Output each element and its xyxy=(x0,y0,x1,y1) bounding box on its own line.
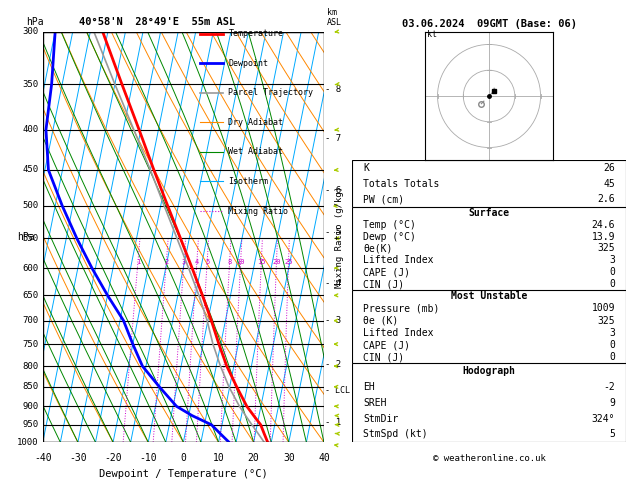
Text: Totals Totals: Totals Totals xyxy=(363,179,440,189)
Text: Dry Adiabat: Dry Adiabat xyxy=(228,118,283,127)
Text: hPa: hPa xyxy=(26,17,43,28)
Text: 3: 3 xyxy=(182,260,186,265)
Text: 950: 950 xyxy=(23,420,38,429)
Text: 750: 750 xyxy=(23,340,38,348)
Text: 325: 325 xyxy=(598,315,615,326)
Text: - 4: - 4 xyxy=(325,279,342,288)
Text: 15: 15 xyxy=(257,260,265,265)
Text: Hodograph: Hodograph xyxy=(462,366,516,376)
Text: -2: -2 xyxy=(603,382,615,392)
Text: -40: -40 xyxy=(34,452,52,463)
Text: Temp (°C): Temp (°C) xyxy=(363,220,416,230)
Text: 10: 10 xyxy=(213,452,225,463)
Text: - 2: - 2 xyxy=(325,360,342,368)
Text: 20: 20 xyxy=(272,260,281,265)
Text: - LCL: - LCL xyxy=(325,386,350,395)
Text: 800: 800 xyxy=(23,362,38,371)
Text: - 5: - 5 xyxy=(325,227,342,237)
Text: 324°: 324° xyxy=(591,414,615,424)
Text: CIN (J): CIN (J) xyxy=(363,352,404,362)
Text: 900: 900 xyxy=(23,402,38,411)
Text: 40: 40 xyxy=(318,452,330,463)
Text: 2: 2 xyxy=(164,260,169,265)
Text: Pressure (mb): Pressure (mb) xyxy=(363,303,440,313)
Text: 350: 350 xyxy=(23,80,38,88)
Text: 26: 26 xyxy=(603,163,615,173)
Text: Parcel Trajectory: Parcel Trajectory xyxy=(228,88,313,97)
Text: © weatheronline.co.uk: © weatheronline.co.uk xyxy=(433,454,545,464)
Text: kt: kt xyxy=(427,30,437,39)
Text: StmDir: StmDir xyxy=(363,414,398,424)
Text: Lifted Index: Lifted Index xyxy=(363,255,433,265)
Text: - 8: - 8 xyxy=(325,86,342,94)
Text: 850: 850 xyxy=(23,382,38,391)
Text: Temperature: Temperature xyxy=(228,29,283,38)
Text: 3: 3 xyxy=(609,255,615,265)
Text: 400: 400 xyxy=(23,125,38,134)
Text: 10: 10 xyxy=(237,260,245,265)
Text: CAPE (J): CAPE (J) xyxy=(363,340,410,350)
Text: PW (cm): PW (cm) xyxy=(363,194,404,204)
Text: hPa: hPa xyxy=(17,232,35,242)
Text: Dewp (°C): Dewp (°C) xyxy=(363,232,416,242)
Text: 0: 0 xyxy=(609,340,615,350)
Text: 24.6: 24.6 xyxy=(591,220,615,230)
Text: 8: 8 xyxy=(228,260,231,265)
Text: 25: 25 xyxy=(284,260,292,265)
Text: 4: 4 xyxy=(195,260,199,265)
Text: 300: 300 xyxy=(23,27,38,36)
Text: - 1: - 1 xyxy=(325,418,342,427)
Text: Mixing Ratio: Mixing Ratio xyxy=(228,207,288,216)
Text: SREH: SREH xyxy=(363,398,387,408)
Text: km
ASL: km ASL xyxy=(326,8,342,28)
Text: - 6: - 6 xyxy=(325,186,342,195)
Text: Isotherm: Isotherm xyxy=(228,177,269,186)
Text: 30: 30 xyxy=(283,452,294,463)
Text: 5: 5 xyxy=(609,429,615,439)
Text: -30: -30 xyxy=(69,452,87,463)
Text: 1: 1 xyxy=(136,260,140,265)
Text: 700: 700 xyxy=(23,316,38,325)
Text: θe(K): θe(K) xyxy=(363,243,392,254)
Text: 0: 0 xyxy=(181,452,186,463)
Text: EH: EH xyxy=(363,382,375,392)
Text: 325: 325 xyxy=(598,243,615,254)
Text: 5: 5 xyxy=(205,260,209,265)
Text: 550: 550 xyxy=(23,234,38,243)
Text: Most Unstable: Most Unstable xyxy=(451,291,527,301)
Text: 13.9: 13.9 xyxy=(591,232,615,242)
Text: Dewpoint / Temperature (°C): Dewpoint / Temperature (°C) xyxy=(99,469,268,479)
Text: 03.06.2024  09GMT (Base: 06): 03.06.2024 09GMT (Base: 06) xyxy=(401,19,577,29)
Text: 650: 650 xyxy=(23,291,38,300)
Text: -20: -20 xyxy=(104,452,122,463)
Text: - 7: - 7 xyxy=(325,135,342,143)
Text: 0: 0 xyxy=(609,352,615,362)
Text: 0: 0 xyxy=(609,279,615,289)
Text: 2.6: 2.6 xyxy=(598,194,615,204)
Text: Surface: Surface xyxy=(469,208,509,218)
Text: 450: 450 xyxy=(23,165,38,174)
Text: -10: -10 xyxy=(140,452,157,463)
Text: Dewpoint: Dewpoint xyxy=(228,59,269,68)
Text: 1009: 1009 xyxy=(591,303,615,313)
Text: 20: 20 xyxy=(248,452,260,463)
Text: 9: 9 xyxy=(609,398,615,408)
Text: - 3: - 3 xyxy=(325,316,342,325)
Text: 1000: 1000 xyxy=(17,438,38,447)
Text: K: K xyxy=(363,163,369,173)
Text: CAPE (J): CAPE (J) xyxy=(363,267,410,277)
Text: Mixing Ratio (g/kg): Mixing Ratio (g/kg) xyxy=(335,186,344,288)
Text: θe (K): θe (K) xyxy=(363,315,398,326)
Text: 40°58'N  28°49'E  55m ASL: 40°58'N 28°49'E 55m ASL xyxy=(79,17,236,28)
Text: Wet Adiabat: Wet Adiabat xyxy=(228,147,283,156)
Text: 3: 3 xyxy=(609,328,615,338)
Text: 0: 0 xyxy=(609,267,615,277)
Text: StmSpd (kt): StmSpd (kt) xyxy=(363,429,428,439)
Text: Lifted Index: Lifted Index xyxy=(363,328,433,338)
Text: 600: 600 xyxy=(23,263,38,273)
Text: 500: 500 xyxy=(23,201,38,210)
Text: CIN (J): CIN (J) xyxy=(363,279,404,289)
Text: 45: 45 xyxy=(603,179,615,189)
